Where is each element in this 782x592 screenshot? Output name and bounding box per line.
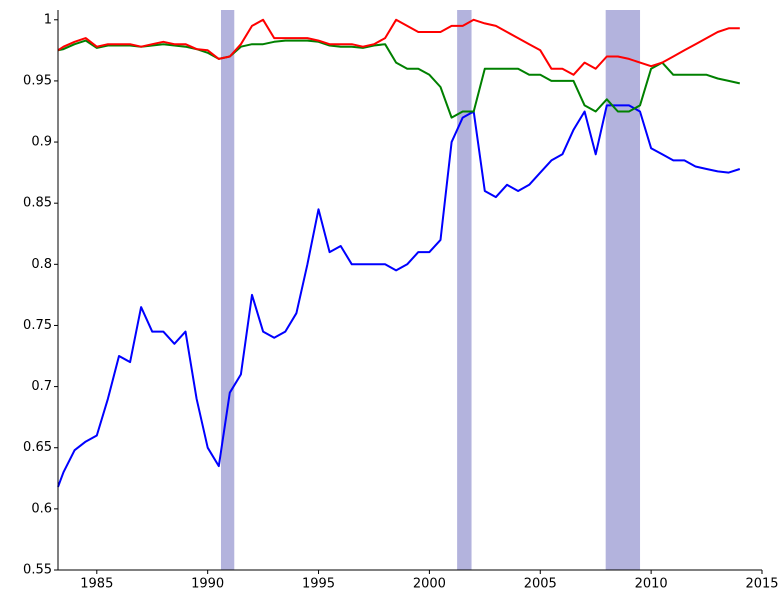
- recession-band: [220, 10, 235, 570]
- series-line: [57, 104, 741, 488]
- y-tick-label: 0.9: [31, 135, 52, 150]
- recession-band: [605, 10, 641, 570]
- y-tick-label: 0.7: [31, 379, 52, 394]
- y-tick-label: 0.65: [23, 440, 52, 455]
- recession-band: [457, 10, 472, 570]
- x-tick-label: 2005: [524, 577, 557, 592]
- x-tick-label: 1985: [80, 577, 113, 592]
- x-tick-label: 2015: [745, 577, 778, 592]
- y-tick-label: 1: [44, 12, 52, 27]
- y-tick-label: 0.75: [23, 318, 52, 333]
- series-line: [57, 39, 741, 119]
- x-tick-label: 1990: [191, 577, 224, 592]
- y-tick-label: 0.55: [23, 563, 52, 578]
- series-line: [57, 18, 740, 76]
- y-tick-label: 0.85: [23, 196, 52, 211]
- x-tick-label: 2010: [635, 577, 668, 592]
- x-tick-label: 1995: [302, 577, 335, 592]
- x-tick-label: 2000: [413, 577, 446, 592]
- y-tick-label: 0.95: [23, 73, 52, 88]
- y-tick-label: 0.6: [31, 501, 52, 516]
- y-tick-label: 0.8: [31, 257, 52, 272]
